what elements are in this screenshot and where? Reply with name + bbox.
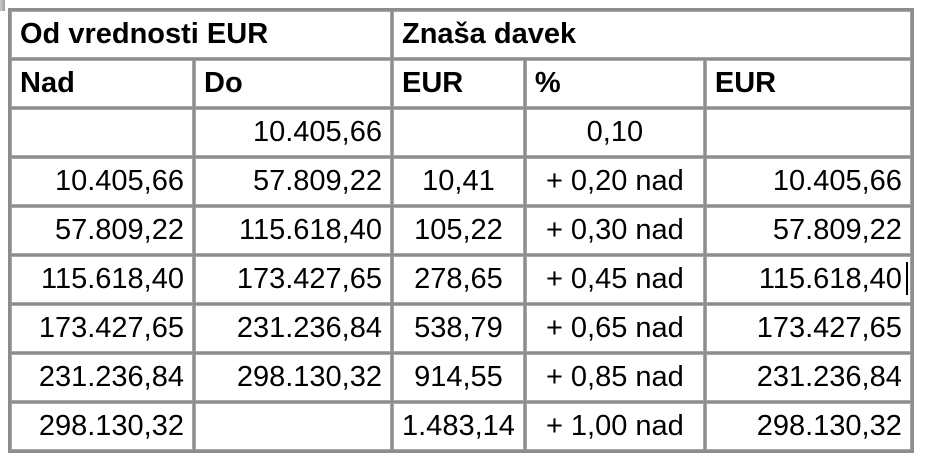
cell-do[interactable]: 57.809,22 [195,158,391,205]
text-caret [906,262,908,295]
cell-eur[interactable]: 538,79 [393,305,524,352]
cell-nad[interactable]: 298.130,32 [11,403,193,450]
cell-do[interactable]: 10.405,66 [195,109,391,156]
cell-do[interactable]: 298.130,32 [195,354,391,401]
cell-eur[interactable]: 105,22 [393,207,524,254]
cell-eur[interactable]: 1.483,14 [393,403,524,450]
cell-pct[interactable]: + 0,45 nad [525,256,704,303]
table-column-header-row: Nad Do EUR % EUR [11,60,911,107]
table-row: 115.618,40 173.427,65 278,65 + 0,45 nad … [11,256,911,303]
cell-pct[interactable]: + 1,00 nad [525,403,704,450]
column-header-pct[interactable]: % [525,60,704,107]
scrollbar-fragment[interactable] [0,0,5,11]
cell-eur2[interactable]: 57.809,22 [705,207,911,254]
cell-do[interactable]: 115.618,40 [195,207,391,254]
cell-eur2[interactable]: 10.405,66 [705,158,911,205]
cell-pct[interactable]: + 0,30 nad [525,207,704,254]
table-row: 298.130,32 1.483,14 + 1,00 nad 298.130,3… [11,403,911,450]
cell-do[interactable]: 231.236,84 [195,305,391,352]
cell-nad[interactable]: 57.809,22 [11,207,193,254]
table-row: 57.809,22 115.618,40 105,22 + 0,30 nad 5… [11,207,911,254]
table-row: 10.405,66 57.809,22 10,41 + 0,20 nad 10.… [11,158,911,205]
cell-do[interactable] [195,403,391,450]
cell-eur2-with-caret[interactable]: 115.618,40 [705,256,911,303]
cell-eur[interactable]: 914,55 [393,354,524,401]
column-header-do[interactable]: Do [195,60,391,107]
cell-eur2[interactable]: 231.236,84 [705,354,911,401]
group-header-znasa-davek[interactable]: Znaša davek [393,11,911,58]
cell-pct[interactable]: + 0,85 nad [525,354,704,401]
table-group-header-row: Od vrednosti EUR Znaša davek [11,11,911,58]
cell-nad[interactable]: 10.405,66 [11,158,193,205]
column-header-eur1[interactable]: EUR [393,60,524,107]
cell-eur[interactable]: 278,65 [393,256,524,303]
cell-nad[interactable]: 115.618,40 [11,256,193,303]
cell-eur2[interactable] [705,109,911,156]
cell-eur2[interactable]: 298.130,32 [705,403,911,450]
column-header-nad[interactable]: Nad [11,60,193,107]
column-header-eur2[interactable]: EUR [705,60,911,107]
cell-eur2[interactable]: 173.427,65 [705,305,911,352]
cell-nad[interactable] [11,109,193,156]
table-row: 10.405,66 0,10 [11,109,911,156]
cell-pct[interactable]: + 0,20 nad [525,158,704,205]
cell-nad[interactable]: 173.427,65 [11,305,193,352]
cell-pct[interactable]: 0,10 [525,109,704,156]
cell-nad[interactable]: 231.236,84 [11,354,193,401]
table-row: 173.427,65 231.236,84 538,79 + 0,65 nad … [11,305,911,352]
group-header-od-vrednosti[interactable]: Od vrednosti EUR [11,11,391,58]
cell-eur[interactable]: 10,41 [393,158,524,205]
cell-eur[interactable] [393,109,524,156]
cell-do[interactable]: 173.427,65 [195,256,391,303]
tax-bracket-table: Od vrednosti EUR Znaša davek Nad Do EUR … [8,8,914,453]
cell-pct[interactable]: + 0,65 nad [525,305,704,352]
table-row: 231.236,84 298.130,32 914,55 + 0,85 nad … [11,354,911,401]
